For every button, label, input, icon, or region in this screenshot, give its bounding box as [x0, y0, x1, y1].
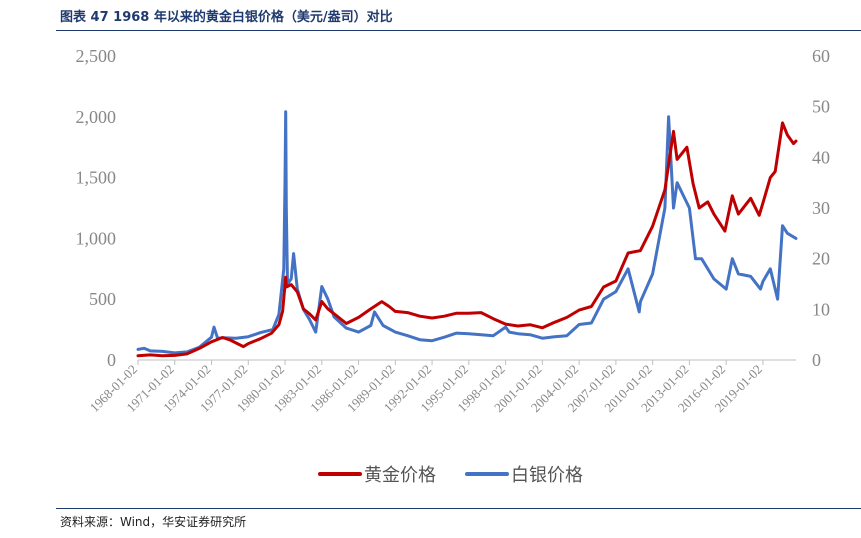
- source-note: 资料来源：Wind，华安证券研究所: [60, 515, 247, 529]
- x-axis: 1968-01-021971-01-021974-01-021977-01-02…: [87, 360, 765, 415]
- y-left-tick-label: 2,000: [76, 107, 117, 127]
- chart-title: 图表 47 1968 年以来的黄金白银价格（美元/盎司）对比: [60, 10, 393, 25]
- y-left-tick-label: 500: [89, 289, 116, 309]
- footer-divider: [56, 508, 861, 509]
- y-left-axis: 0 500 1,000 1,500 2,000 2,500: [76, 46, 117, 370]
- y-left-tick-label: 1,000: [76, 228, 117, 248]
- y-right-tick-label: 10: [812, 299, 830, 319]
- y-right-axis: 0 10 20 30 40 50 60: [812, 46, 830, 370]
- header-divider: [56, 30, 861, 31]
- y-left-tick-label: 2,500: [76, 46, 117, 66]
- y-right-tick-label: 60: [812, 46, 830, 66]
- y-left-tick-label: 0: [107, 350, 116, 370]
- legend-gold-label: 黄金价格: [364, 465, 436, 486]
- y-right-tick-label: 20: [812, 249, 830, 269]
- legend: 黄金价格 白银价格: [318, 465, 583, 486]
- y-right-tick-label: 50: [812, 97, 830, 117]
- legend-silver-label: 白银价格: [511, 465, 583, 486]
- y-right-tick-label: 30: [812, 198, 830, 218]
- series-layer: [136, 110, 798, 358]
- y-left-tick-label: 1,500: [76, 168, 117, 188]
- price-chart: 0 500 1,000 1,500 2,000 2,500 0 10 20 30 40 50 60 1…: [76, 46, 831, 486]
- series-line-gold: [136, 121, 798, 358]
- y-right-tick-label: 0: [812, 350, 821, 370]
- series-line-silver: [136, 110, 798, 355]
- y-right-tick-label: 40: [812, 147, 830, 167]
